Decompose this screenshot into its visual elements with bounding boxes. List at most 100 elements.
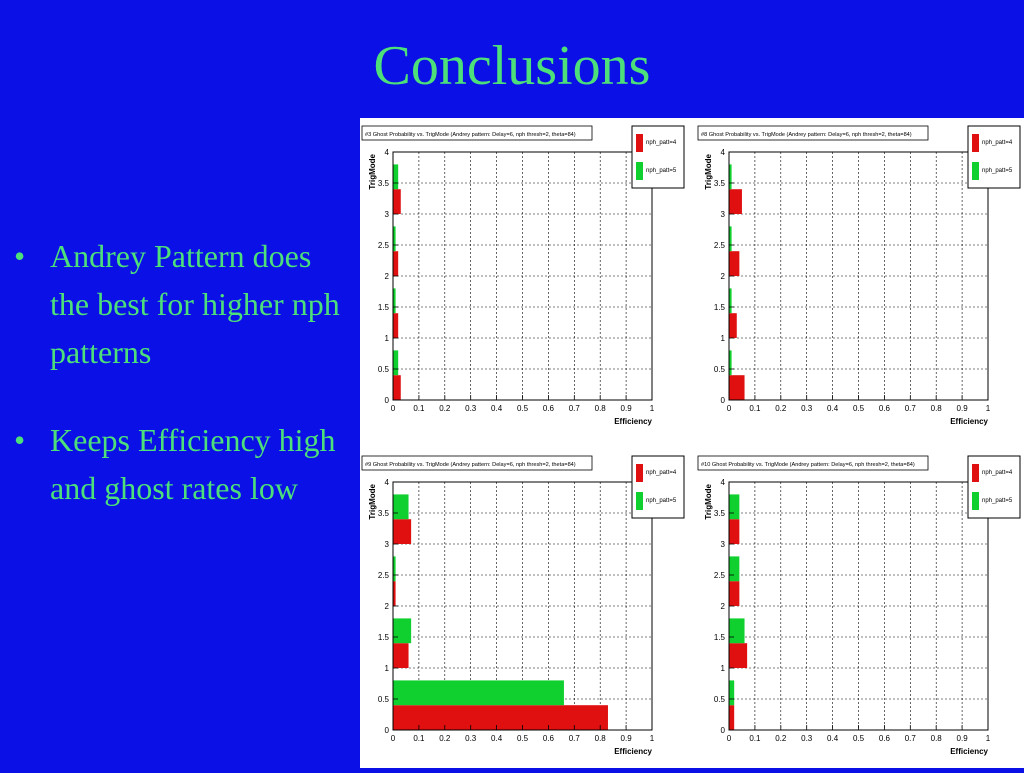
tick-label-y: 2.5 [714, 241, 726, 250]
x-axis-label: Efficiency [614, 747, 652, 756]
legend-swatch [636, 162, 643, 180]
tick-label-y: 3 [385, 210, 390, 219]
tick-label-y: 4 [385, 478, 390, 487]
tick-label-x: 0.9 [621, 734, 633, 743]
legend-swatch [636, 492, 643, 510]
tick-label-x: 0.2 [439, 404, 451, 413]
tick-label-x: 0.3 [801, 734, 813, 743]
legend-swatch [972, 162, 979, 180]
bar-nph-patt-4 [729, 643, 748, 668]
chart-panel: #3 Ghost Probability vs. TrigMode (Andre… [361, 125, 685, 426]
tick-label-x: 0.2 [439, 734, 451, 743]
bar-nph-patt-5 [729, 350, 732, 376]
x-axis-label: Efficiency [950, 747, 988, 756]
tick-label-x: 0 [391, 404, 396, 413]
tick-label-y: 3 [721, 210, 726, 219]
bar-nph-patt-5 [729, 618, 745, 644]
tick-label-y: 1.5 [378, 303, 390, 312]
tick-label-x: 0.7 [905, 404, 917, 413]
bar-nph-patt-5 [393, 350, 399, 376]
bullet-dot: • [14, 238, 26, 274]
legend-swatch [636, 134, 643, 152]
tick-label-x: 0.6 [879, 734, 891, 743]
tick-label-x: 0.5 [517, 734, 529, 743]
tick-label-x: 0.9 [957, 734, 969, 743]
tick-label-x: 0.9 [621, 404, 633, 413]
tick-label-x: 0.7 [569, 404, 581, 413]
tick-label-x: 0.4 [491, 404, 503, 413]
tick-label-x: 1 [986, 404, 991, 413]
chart-title-box [361, 455, 593, 471]
tick-label-x: 0.8 [931, 734, 943, 743]
tick-label-x: 0.1 [413, 734, 425, 743]
plot-grid: #3 Ghost Probability vs. TrigMode (Andre… [360, 118, 1024, 768]
tick-label-y: 0.5 [714, 695, 726, 704]
tick-label-x: 0.6 [543, 404, 555, 413]
y-axis-label: TrigMode [368, 153, 377, 189]
bar-nph-patt-4 [729, 375, 745, 400]
tick-label-y: 0.5 [378, 365, 390, 374]
tick-label-x: 0.1 [413, 404, 425, 413]
y-axis-label: TrigMode [704, 153, 713, 189]
bar-nph-patt-4 [729, 581, 740, 606]
bar-nph-patt-4 [393, 581, 396, 606]
tick-label-y: 1.5 [714, 303, 726, 312]
bar-nph-patt-5 [393, 164, 399, 190]
tick-label-y: 2 [385, 602, 390, 611]
bar-nph-patt-5 [729, 494, 740, 520]
bar-nph-patt-5 [729, 556, 740, 582]
tick-label-x: 0 [727, 734, 732, 743]
tick-label-y: 0 [385, 396, 390, 405]
legend-label: nph_patt=4 [646, 140, 677, 146]
chart-title-box [697, 455, 929, 471]
tick-label-y: 0.5 [714, 365, 726, 374]
tick-label-y: 3.5 [378, 179, 390, 188]
tick-label-x: 0 [391, 734, 396, 743]
legend-label: nph_patt=5 [982, 168, 1013, 174]
tick-label-y: 0 [721, 396, 726, 405]
legend-label: nph_patt=5 [646, 168, 677, 174]
tick-label-y: 1 [385, 664, 390, 673]
bar-nph-patt-5 [393, 618, 412, 644]
tick-label-x: 0.8 [595, 734, 607, 743]
legend-swatch [636, 464, 643, 482]
chart-panel: #8 Ghost Probability vs. TrigMode (Andre… [697, 125, 1021, 426]
bullet-text: Keeps Efficiency high and ghost rates lo… [50, 422, 336, 506]
tick-label-y: 3.5 [714, 179, 726, 188]
bar-nph-patt-5 [393, 556, 396, 582]
tick-label-x: 0.5 [853, 404, 865, 413]
tick-label-x: 0.4 [827, 404, 839, 413]
bullet-list: • Andrey Pattern does the best for highe… [14, 232, 344, 552]
tick-label-x: 0.6 [543, 734, 555, 743]
bullet-dot: • [14, 422, 26, 458]
bullet-text: Andrey Pattern does the best for higher … [50, 238, 340, 370]
bullet-item: • Keeps Efficiency high and ghost rates … [14, 416, 344, 512]
chart-title: #9 Ghost Probability vs. TrigMode (Andre… [365, 462, 576, 468]
tick-label-y: 3.5 [378, 509, 390, 518]
bar-nph-patt-4 [393, 251, 399, 276]
bar-nph-patt-5 [729, 164, 732, 190]
tick-label-y: 3 [721, 540, 726, 549]
tick-label-y: 2 [721, 602, 726, 611]
bar-nph-patt-5 [393, 494, 409, 520]
tick-label-y: 1 [721, 664, 726, 673]
tick-label-y: 2.5 [714, 571, 726, 580]
tick-label-x: 0.8 [595, 404, 607, 413]
legend-label: nph_patt=4 [982, 470, 1013, 476]
slide-title: Conclusions [373, 35, 651, 97]
tick-label-x: 0.1 [749, 734, 761, 743]
tick-label-y: 0.5 [378, 695, 390, 704]
tick-label-x: 0.6 [879, 404, 891, 413]
tick-label-x: 0.9 [957, 404, 969, 413]
chart-title: #3 Ghost Probability vs. TrigMode (Andre… [365, 132, 576, 138]
tick-label-y: 0 [721, 726, 726, 735]
tick-label-y: 4 [385, 148, 390, 157]
tick-label-x: 0.4 [491, 734, 503, 743]
legend-swatch [972, 492, 979, 510]
tick-label-x: 1 [650, 734, 655, 743]
legend-label: nph_patt=5 [982, 498, 1013, 504]
bar-nph-patt-4 [729, 251, 740, 276]
tick-label-y: 0 [385, 726, 390, 735]
tick-label-y: 4 [721, 478, 726, 487]
tick-label-x: 0.5 [517, 404, 529, 413]
